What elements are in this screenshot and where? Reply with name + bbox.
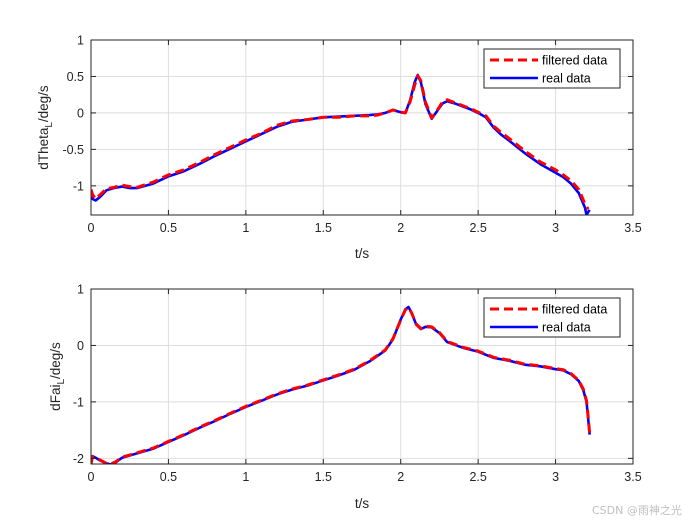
x-tick-label: 0 [88,470,95,484]
x-tick-label: 2 [397,470,404,484]
x-tick-label: 3 [552,221,559,235]
y-axis-label-subscript: L [56,379,67,385]
legend-box [483,297,621,338]
y-axis-label-subscript: L [44,122,55,128]
y-tick-label: 0 [77,339,84,353]
x-tick-label: 3.5 [624,221,641,235]
x-axis-label: t/s [355,246,370,261]
x-tick-label: 1 [242,221,249,235]
legend-label-filtered: filtered data [542,54,607,68]
y-tick-label: 0.5 [67,70,84,84]
legend-label-filtered: filtered data [542,303,607,317]
x-tick-label: 2.5 [469,221,486,235]
x-tick-label: 0 [88,221,95,235]
axes-box [90,288,634,465]
y-axis-label-unit: /deg/s [48,342,63,379]
y-tick-label: -0.5 [62,143,84,157]
x-tick-label: 3 [552,470,559,484]
y-tick-label: 1 [77,283,84,297]
x-tick-label: 0.5 [160,221,177,235]
x-tick-label: 2 [397,221,404,235]
y-axis-label-unit: /deg/s [36,85,51,122]
x-tick-label: 0.5 [160,470,177,484]
y-tick-label: -1 [73,179,84,193]
x-tick-label: 1 [242,470,249,484]
y-axis-label-main: dFai [48,385,63,411]
legend-label-real: real data [542,321,591,335]
legend-box [483,48,621,89]
x-tick-label: 1.5 [315,470,332,484]
y-axis-label: dThetaL/deg/s [36,85,55,170]
x-axis-label: t/s [355,496,370,511]
y-axis-label: dFaiL/deg/s [48,342,67,411]
y-tick-label: 0 [77,106,84,120]
x-tick-label: 1.5 [315,221,332,235]
y-axis-label-main: dTheta [36,127,51,170]
legend-label-real: real data [542,72,591,86]
watermark: CSDN @雨神之光 [592,503,682,517]
y-tick-label: 1 [77,34,84,48]
top-plot: 0 0.5 1 1.5 2 2.5 3 3.5 1 0.5 0 -0.5 -1 t/s dThetaL/de… [36,34,642,262]
y-tick-label: -1 [73,395,84,409]
y-tick-label: -2 [73,452,84,466]
x-tick-label: 3.5 [624,470,641,484]
series-line-filtered [91,306,592,464]
x-tick-label: 2.5 [469,470,486,484]
axes-box [90,39,634,216]
series-line-filtered [91,74,590,210]
bottom-plot: 0 0.5 1 1.5 2 2.5 3 3.5 1 0 -1 -2 t/s dFaiL/deg/s filt… [48,283,642,512]
